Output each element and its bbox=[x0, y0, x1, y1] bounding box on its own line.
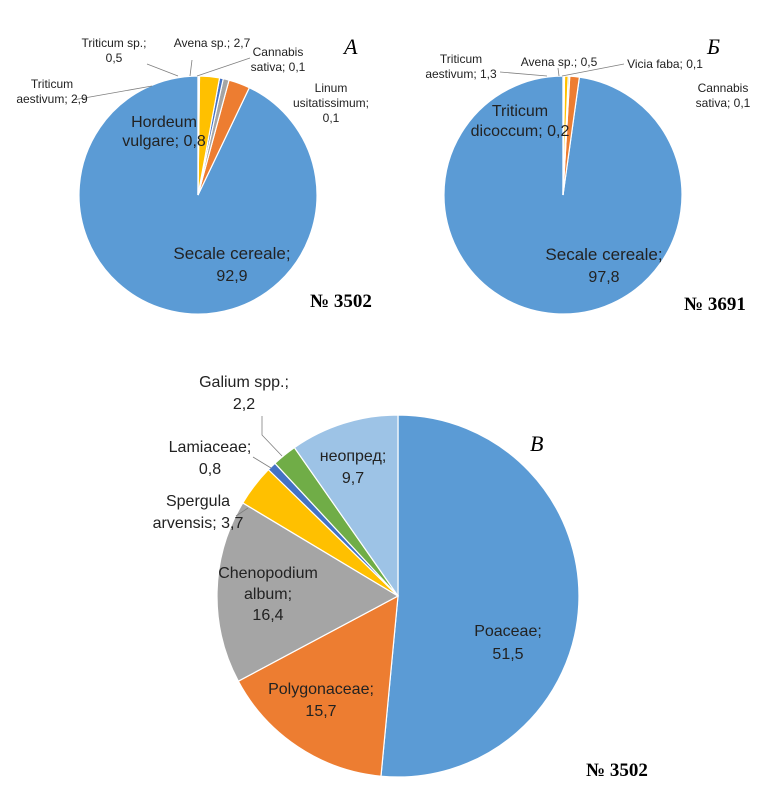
pie-slice-неопред bbox=[293, 414, 399, 598]
label-avena: Avena sp.; 2,7 bbox=[174, 36, 251, 50]
label-chenopodium-album: album; bbox=[244, 586, 292, 603]
label-hordeum-value: vulgare; 0,8 bbox=[122, 133, 206, 150]
leader-line bbox=[557, 67, 560, 77]
label-polygonaceae: Polygonaceae; bbox=[268, 681, 374, 698]
label-polygonaceae-value: 15,7 bbox=[305, 703, 336, 720]
sample-number-a: № 3502 bbox=[310, 291, 372, 312]
leader-line bbox=[252, 456, 272, 469]
leader-line bbox=[261, 416, 283, 457]
label-cannabis: Cannabis bbox=[253, 45, 304, 59]
pie-slice-polygonaceae bbox=[237, 594, 399, 777]
label-avena: Avena sp.; 0,5 bbox=[521, 55, 598, 69]
label-poaceae: Poaceae; bbox=[474, 623, 542, 640]
leader-line bbox=[146, 63, 179, 77]
label-linum-name: usitatissimum; bbox=[293, 96, 369, 110]
label-cannabis-value: sativa; 0,1 bbox=[696, 96, 751, 110]
label-secale-name: Secale cereale; bbox=[545, 245, 662, 264]
label-triticum-dicoccum: Triticum bbox=[492, 103, 548, 120]
pie-chart-b: Б Secale cereale; 97,8 Triticum dicoccum… bbox=[425, 34, 750, 315]
label-cannabis-value: sativa; 0,1 bbox=[251, 60, 306, 74]
label-spergula-value: arvensis; 3,7 bbox=[153, 515, 244, 532]
label-lamiaceae-value: 0,8 bbox=[199, 461, 221, 478]
label-triticum-aestivum: Triticum bbox=[440, 52, 482, 66]
leader-line bbox=[499, 71, 548, 77]
pie-slice-poaceae bbox=[380, 414, 580, 778]
leader-line bbox=[189, 59, 193, 77]
leader-line bbox=[235, 507, 249, 517]
label-triticum-sp-value: 0,5 bbox=[106, 51, 123, 65]
pie-chart-v: В Poaceae; 51,5 Polygonaceae; 15,7 Cheno… bbox=[153, 374, 648, 781]
label-chenopodium-value: 16,4 bbox=[252, 607, 283, 624]
label-secale-name: Secale cereale; bbox=[173, 244, 290, 263]
leader-line bbox=[561, 63, 625, 77]
label-galium: Galium spp.; bbox=[199, 374, 289, 391]
panel-letter-a: А bbox=[342, 34, 358, 59]
label-hordeum: Hordeum bbox=[131, 114, 197, 131]
label-spergula: Spergula bbox=[166, 493, 230, 510]
label-triticum-dicoccum-value: dicoccum; 0,2 bbox=[471, 123, 570, 140]
label-secale-value: 97,8 bbox=[588, 269, 619, 286]
label-lamiaceae: Lamiaceae; bbox=[169, 439, 252, 456]
label-neopred: неопред; bbox=[320, 448, 387, 465]
label-vicia: Vicia faba; 0,1 bbox=[627, 57, 703, 71]
label-triticum-aestivum: Triticum bbox=[31, 77, 73, 91]
label-triticum-sp: Triticum sp.; bbox=[82, 36, 147, 50]
label-linum-value: 0,1 bbox=[323, 111, 340, 125]
label-galium-value: 2,2 bbox=[233, 396, 255, 413]
sample-number-b: № 3691 bbox=[684, 294, 746, 315]
pie-slice-chenopodium-album bbox=[216, 502, 400, 683]
panel-letter-v: В bbox=[530, 431, 543, 456]
label-chenopodium: Chenopodium bbox=[218, 565, 318, 582]
label-cannabis: Cannabis bbox=[698, 81, 749, 95]
label-triticum-aestivum-value: aestivum; 2,9 bbox=[16, 92, 88, 106]
label-neopred-value: 9,7 bbox=[342, 470, 364, 487]
pie-chart-a: А Secale cereale; 92,9 Hordeum vulgare; … bbox=[16, 34, 372, 315]
label-secale-value: 92,9 bbox=[216, 268, 247, 285]
sample-number-v: № 3502 bbox=[586, 760, 648, 781]
leader-line bbox=[196, 57, 251, 77]
leader-line bbox=[72, 85, 153, 101]
label-linum: Linum bbox=[315, 81, 348, 95]
panel-letter-b: Б bbox=[706, 34, 720, 59]
label-triticum-aestivum-value: aestivum; 1,3 bbox=[425, 67, 497, 81]
label-poaceae-value: 51,5 bbox=[492, 646, 523, 663]
